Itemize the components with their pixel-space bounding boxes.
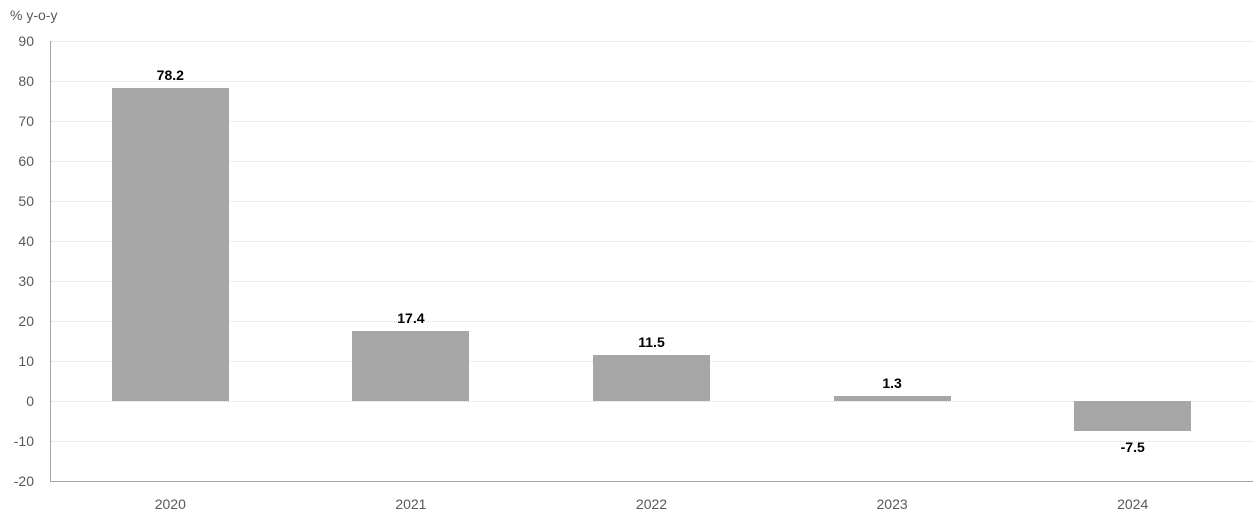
gridline [51, 201, 1253, 202]
y-axis-line [50, 41, 51, 481]
gridline [51, 121, 1253, 122]
y-tick-label: 60 [18, 153, 34, 169]
bar [593, 355, 710, 401]
y-tick-label: 0 [26, 393, 34, 409]
y-tick-label: -10 [13, 433, 34, 449]
y-tick-label: 70 [18, 113, 34, 129]
y-tick-label: 20 [18, 313, 34, 329]
gridline [51, 81, 1253, 82]
y-tick-label: 50 [18, 193, 34, 209]
bar [352, 331, 470, 401]
gridline [51, 41, 1253, 42]
bar [1074, 401, 1192, 431]
bar-value-label: 11.5 [638, 334, 665, 350]
x-tick-label: 2024 [1117, 496, 1149, 512]
gridline [51, 161, 1253, 162]
bar [111, 88, 229, 401]
gridline [51, 441, 1253, 442]
gridline [51, 241, 1253, 242]
y-tick-label: 40 [18, 233, 34, 249]
y-tick-label: 30 [18, 273, 34, 289]
bar [833, 395, 951, 401]
gridline [51, 321, 1253, 322]
gridline [51, 281, 1253, 282]
y-tick-label: -20 [13, 473, 34, 489]
y-tick-label: 80 [18, 73, 34, 89]
gridline [51, 401, 1253, 402]
bar-value-label: 17.4 [397, 310, 425, 327]
y-tick-label: 90 [18, 33, 34, 49]
x-axis-line [50, 481, 1253, 482]
x-tick-label: 2020 [154, 496, 186, 512]
y-axis-title: % y-o-y [10, 7, 58, 23]
x-tick-label: 2022 [635, 496, 668, 512]
y-tick-label: 10 [18, 353, 34, 369]
bar-value-label: 78.2 [156, 67, 184, 84]
bar-value-label: -7.5 [1120, 439, 1145, 455]
x-tick-label: 2023 [876, 496, 908, 512]
bar-value-label: 1.3 [882, 374, 902, 391]
x-tick-label: 2021 [395, 496, 427, 512]
